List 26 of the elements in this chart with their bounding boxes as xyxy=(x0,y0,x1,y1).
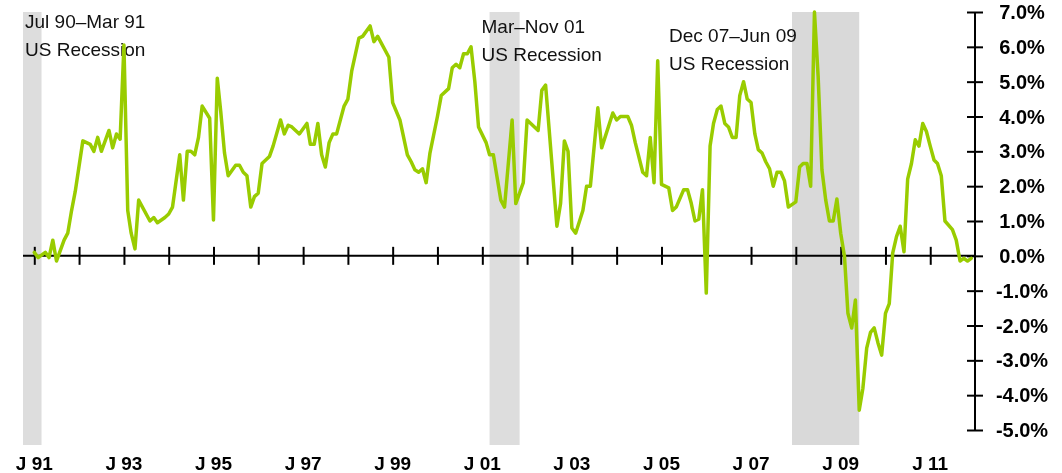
y-tick-label: 4.0% xyxy=(999,105,1046,128)
y-tick-label: -5.0% xyxy=(995,419,1049,441)
x-tick-label: J 03 xyxy=(553,453,591,473)
y-tick-label: -2.0% xyxy=(995,314,1049,337)
x-tick-label: J 97 xyxy=(284,453,322,473)
x-tick-label: J 95 xyxy=(194,453,233,473)
x-tick-label: J 09 xyxy=(822,453,860,473)
y-tick-label: 7.0% xyxy=(999,1,1046,23)
x-tick-label: J 91 xyxy=(15,453,54,473)
band-label: Mar–Nov 01 US Recession xyxy=(481,16,602,65)
y-tick-label: -4.0% xyxy=(995,384,1049,407)
y-tick-label: 6.0% xyxy=(999,35,1046,58)
x-tick-label: J 01 xyxy=(463,453,502,473)
y-tick-label: 1.0% xyxy=(999,210,1046,232)
y-tick-label: 3.0% xyxy=(999,140,1046,163)
y-tick-label: 5.0% xyxy=(999,70,1046,93)
x-tick-label: J 11 xyxy=(912,453,949,473)
y-tick-label: -3.0% xyxy=(995,349,1049,372)
y-tick-label: 2.0% xyxy=(999,175,1046,198)
band-label: Dec 07–Jun 09 US Recession xyxy=(669,25,797,74)
x-tick-label: J 05 xyxy=(643,453,681,473)
y-tick-label: -1.0% xyxy=(995,279,1049,302)
x-tick-label: J 93 xyxy=(105,453,143,473)
x-tick-label: J 07 xyxy=(732,453,770,473)
y-tick-label: 0.0% xyxy=(999,244,1046,267)
x-tick-label: J 99 xyxy=(374,453,412,473)
